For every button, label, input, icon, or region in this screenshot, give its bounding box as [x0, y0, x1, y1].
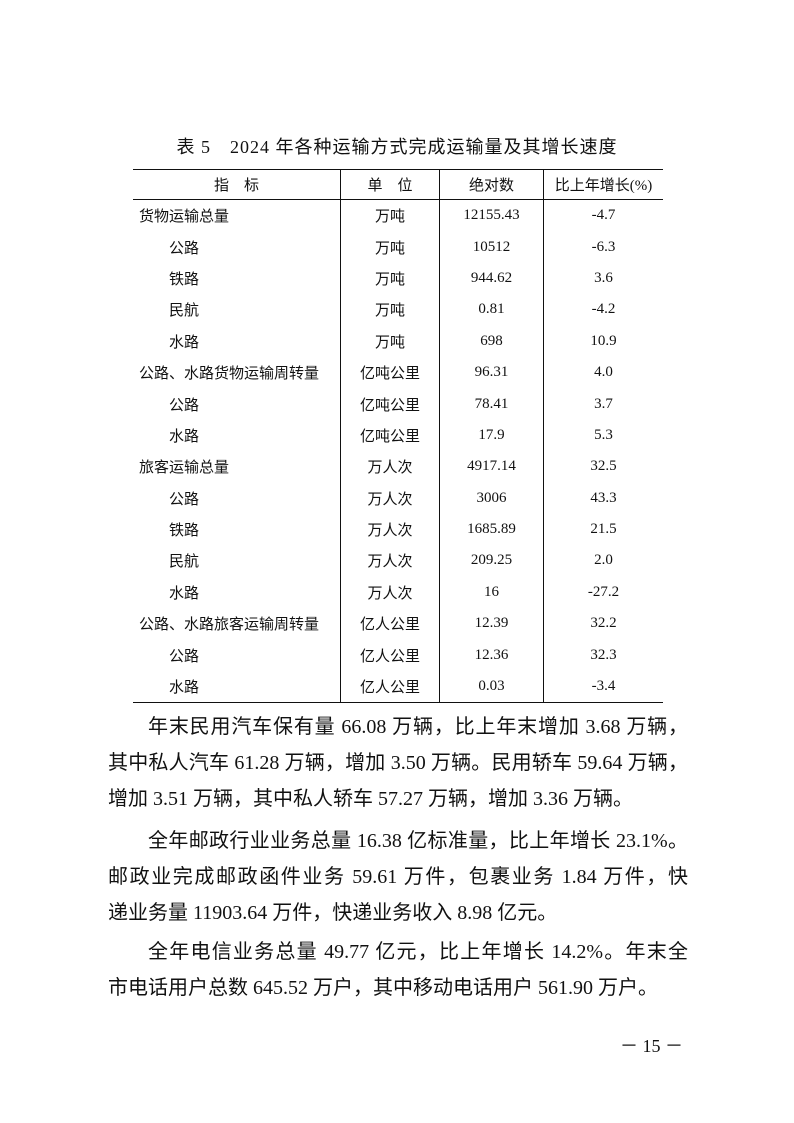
- cell-unit: 亿吨公里: [340, 388, 440, 420]
- cell-value: 698: [439, 325, 544, 357]
- page-number: － 15 －: [620, 1036, 683, 1056]
- table-row: 水路 亿人公里 0.03 -3.4: [133, 670, 663, 703]
- paragraph-line: 增加 3.51 万辆，其中私人轿车 57.27 万辆，增加 3.36 万辆。: [108, 788, 633, 810]
- table-row: 水路 万人次 16 -27.2: [133, 576, 663, 609]
- paragraph-line: 全年电信业务总量 49.77 亿元，比上年增长 14.2%。年末全: [148, 941, 688, 963]
- paragraph-line: 市电话用户总数 645.52 万户，其中移动电话用户 561.90 万户。: [108, 977, 658, 999]
- cell-value: 12.36: [439, 639, 544, 671]
- cell-unit: 万吨: [340, 262, 440, 295]
- cell-indicator: 货物运输总量: [139, 209, 230, 226]
- cell-value: 944.62: [439, 262, 544, 295]
- cell-indicator: 水路: [169, 680, 200, 697]
- cell-unit: 万人次: [340, 513, 440, 546]
- cell-unit: 万人次: [340, 545, 440, 577]
- cell-growth: 4.0: [543, 356, 663, 389]
- paragraph-line: 年末民用汽车保有量 66.08 万辆，比上年末增加 3.68 万辆，: [148, 716, 688, 738]
- cell-growth: -3.4: [543, 670, 663, 703]
- header-value: 绝对数: [439, 169, 544, 200]
- paragraph-postal: 全年邮政行业业务总量 16.38 亿标准量，比上年增长 23.1%。邮政业完成邮…: [108, 823, 688, 931]
- cell-growth: -6.3: [543, 231, 663, 263]
- cell-value: 1685.89: [439, 513, 544, 546]
- table-row: 旅客运输总量 万人次 4917.14 32.5: [133, 451, 663, 483]
- table-title: 表 5 2024 年各种运输方式完成运输量及其增长速度: [176, 137, 618, 157]
- cell-value: 96.31: [439, 356, 544, 389]
- table-row: 公路 亿人公里 12.36 32.3: [133, 639, 663, 671]
- cell-indicator: 公路、水路旅客运输周转量: [139, 617, 320, 634]
- table-row: 公路 万人次 3006 43.3: [133, 482, 663, 514]
- paragraph-line: 递业务量 11903.64 万件，快递业务收入 8.98 亿元。: [108, 902, 558, 924]
- table-row: 铁路 万人次 1685.89 21.5: [133, 513, 663, 546]
- cell-growth: 43.3: [543, 482, 663, 514]
- cell-growth: -4.7: [543, 199, 663, 232]
- cell-value: 78.41: [439, 388, 544, 420]
- cell-value: 209.25: [439, 545, 544, 577]
- cell-value: 12155.43: [439, 199, 544, 232]
- cell-unit: 万人次: [340, 451, 440, 483]
- cell-growth: -27.2: [543, 576, 663, 609]
- table-row: 公路、水路旅客运输周转量 亿人公里 12.39 32.2: [133, 608, 663, 640]
- cell-indicator: 旅客运输总量: [139, 460, 230, 477]
- table-row: 公路 亿吨公里 78.41 3.7: [133, 388, 663, 420]
- cell-unit: 万吨: [340, 231, 440, 263]
- cell-indicator: 民航: [169, 303, 200, 320]
- table-row: 水路 万吨 698 10.9: [133, 325, 663, 357]
- cell-value: 16: [439, 576, 544, 609]
- table-row: 公路 万吨 10512 -6.3: [133, 231, 663, 263]
- table-header-row: 指 标 单 位 绝对数 比上年增长(%): [133, 169, 663, 200]
- paragraph-line: 邮政业完成邮政函件业务 59.61 万件，包裹业务 1.84 万件，快: [108, 866, 688, 888]
- table-row: 货物运输总量 万吨 12155.43 -4.7: [133, 199, 663, 232]
- cell-value: 0.03: [439, 670, 544, 703]
- cell-unit: 亿人公里: [340, 639, 440, 671]
- cell-value: 3006: [439, 482, 544, 514]
- table-row: 民航 万吨 0.81 -4.2: [133, 294, 663, 326]
- header-unit: 单 位: [340, 169, 440, 200]
- cell-value: 12.39: [439, 608, 544, 640]
- cell-unit: 亿人公里: [340, 608, 440, 640]
- cell-indicator: 民航: [169, 554, 200, 571]
- table-row: 铁路 万吨 944.62 3.6: [133, 262, 663, 295]
- cell-growth: -4.2: [543, 294, 663, 326]
- cell-indicator: 水路: [169, 334, 200, 351]
- cell-unit: 万吨: [340, 199, 440, 232]
- header-growth: 比上年增长(%): [543, 169, 663, 200]
- cell-indicator: 水路: [169, 585, 200, 602]
- cell-indicator: 铁路: [169, 523, 200, 540]
- paragraph-vehicles: 年末民用汽车保有量 66.08 万辆，比上年末增加 3.68 万辆， 其中私人汽车…: [108, 709, 688, 817]
- cell-growth: 10.9: [543, 325, 663, 357]
- cell-growth: 32.5: [543, 451, 663, 483]
- cell-indicator: 公路: [169, 397, 200, 414]
- cell-growth: 3.6: [543, 262, 663, 295]
- cell-unit: 万吨: [340, 294, 440, 326]
- transport-table: 指 标 单 位 绝对数 比上年增长(%) 货物运输总量 万吨 12155.43 -4.…: [133, 169, 663, 704]
- cell-value: 4917.14: [439, 451, 544, 483]
- table-row: 水路 亿吨公里 17.9 5.3: [133, 419, 663, 452]
- cell-indicator: 铁路: [169, 271, 200, 288]
- cell-value: 10512: [439, 231, 544, 263]
- cell-unit: 万人次: [340, 482, 440, 514]
- cell-growth: 3.7: [543, 388, 663, 420]
- cell-growth: 5.3: [543, 419, 663, 452]
- table-row: 民航 万人次 209.25 2.0: [133, 545, 663, 577]
- cell-growth: 32.3: [543, 639, 663, 671]
- table-row: 公路、水路货物运输周转量 亿吨公里 96.31 4.0: [133, 356, 663, 389]
- cell-value: 17.9: [439, 419, 544, 452]
- paragraph-line: 其中私人汽车 61.28 万辆，增加 3.50 万辆。民用轿车 59.64 万辆…: [108, 752, 688, 774]
- paragraph-telecom: 全年电信业务总量 49.77 亿元，比上年增长 14.2%。年末全市电话用户总数…: [108, 934, 688, 1006]
- cell-indicator: 公路: [169, 648, 200, 665]
- cell-growth: 2.0: [543, 545, 663, 577]
- cell-unit: 亿吨公里: [340, 419, 440, 452]
- header-indicator: 指 标: [133, 169, 341, 200]
- cell-unit: 亿吨公里: [340, 356, 440, 389]
- cell-unit: 万人次: [340, 576, 440, 609]
- cell-indicator: 公路、水路货物运输周转量: [139, 366, 320, 383]
- paragraph-line: 全年邮政行业业务总量 16.38 亿标准量，比上年增长 23.1%。: [148, 830, 688, 852]
- cell-indicator: 公路: [169, 240, 200, 257]
- cell-growth: 21.5: [543, 513, 663, 546]
- cell-value: 0.81: [439, 294, 544, 326]
- cell-indicator: 水路: [169, 428, 200, 445]
- cell-unit: 亿人公里: [340, 670, 440, 703]
- cell-unit: 万吨: [340, 325, 440, 357]
- cell-indicator: 公路: [169, 491, 200, 508]
- cell-growth: 32.2: [543, 608, 663, 640]
